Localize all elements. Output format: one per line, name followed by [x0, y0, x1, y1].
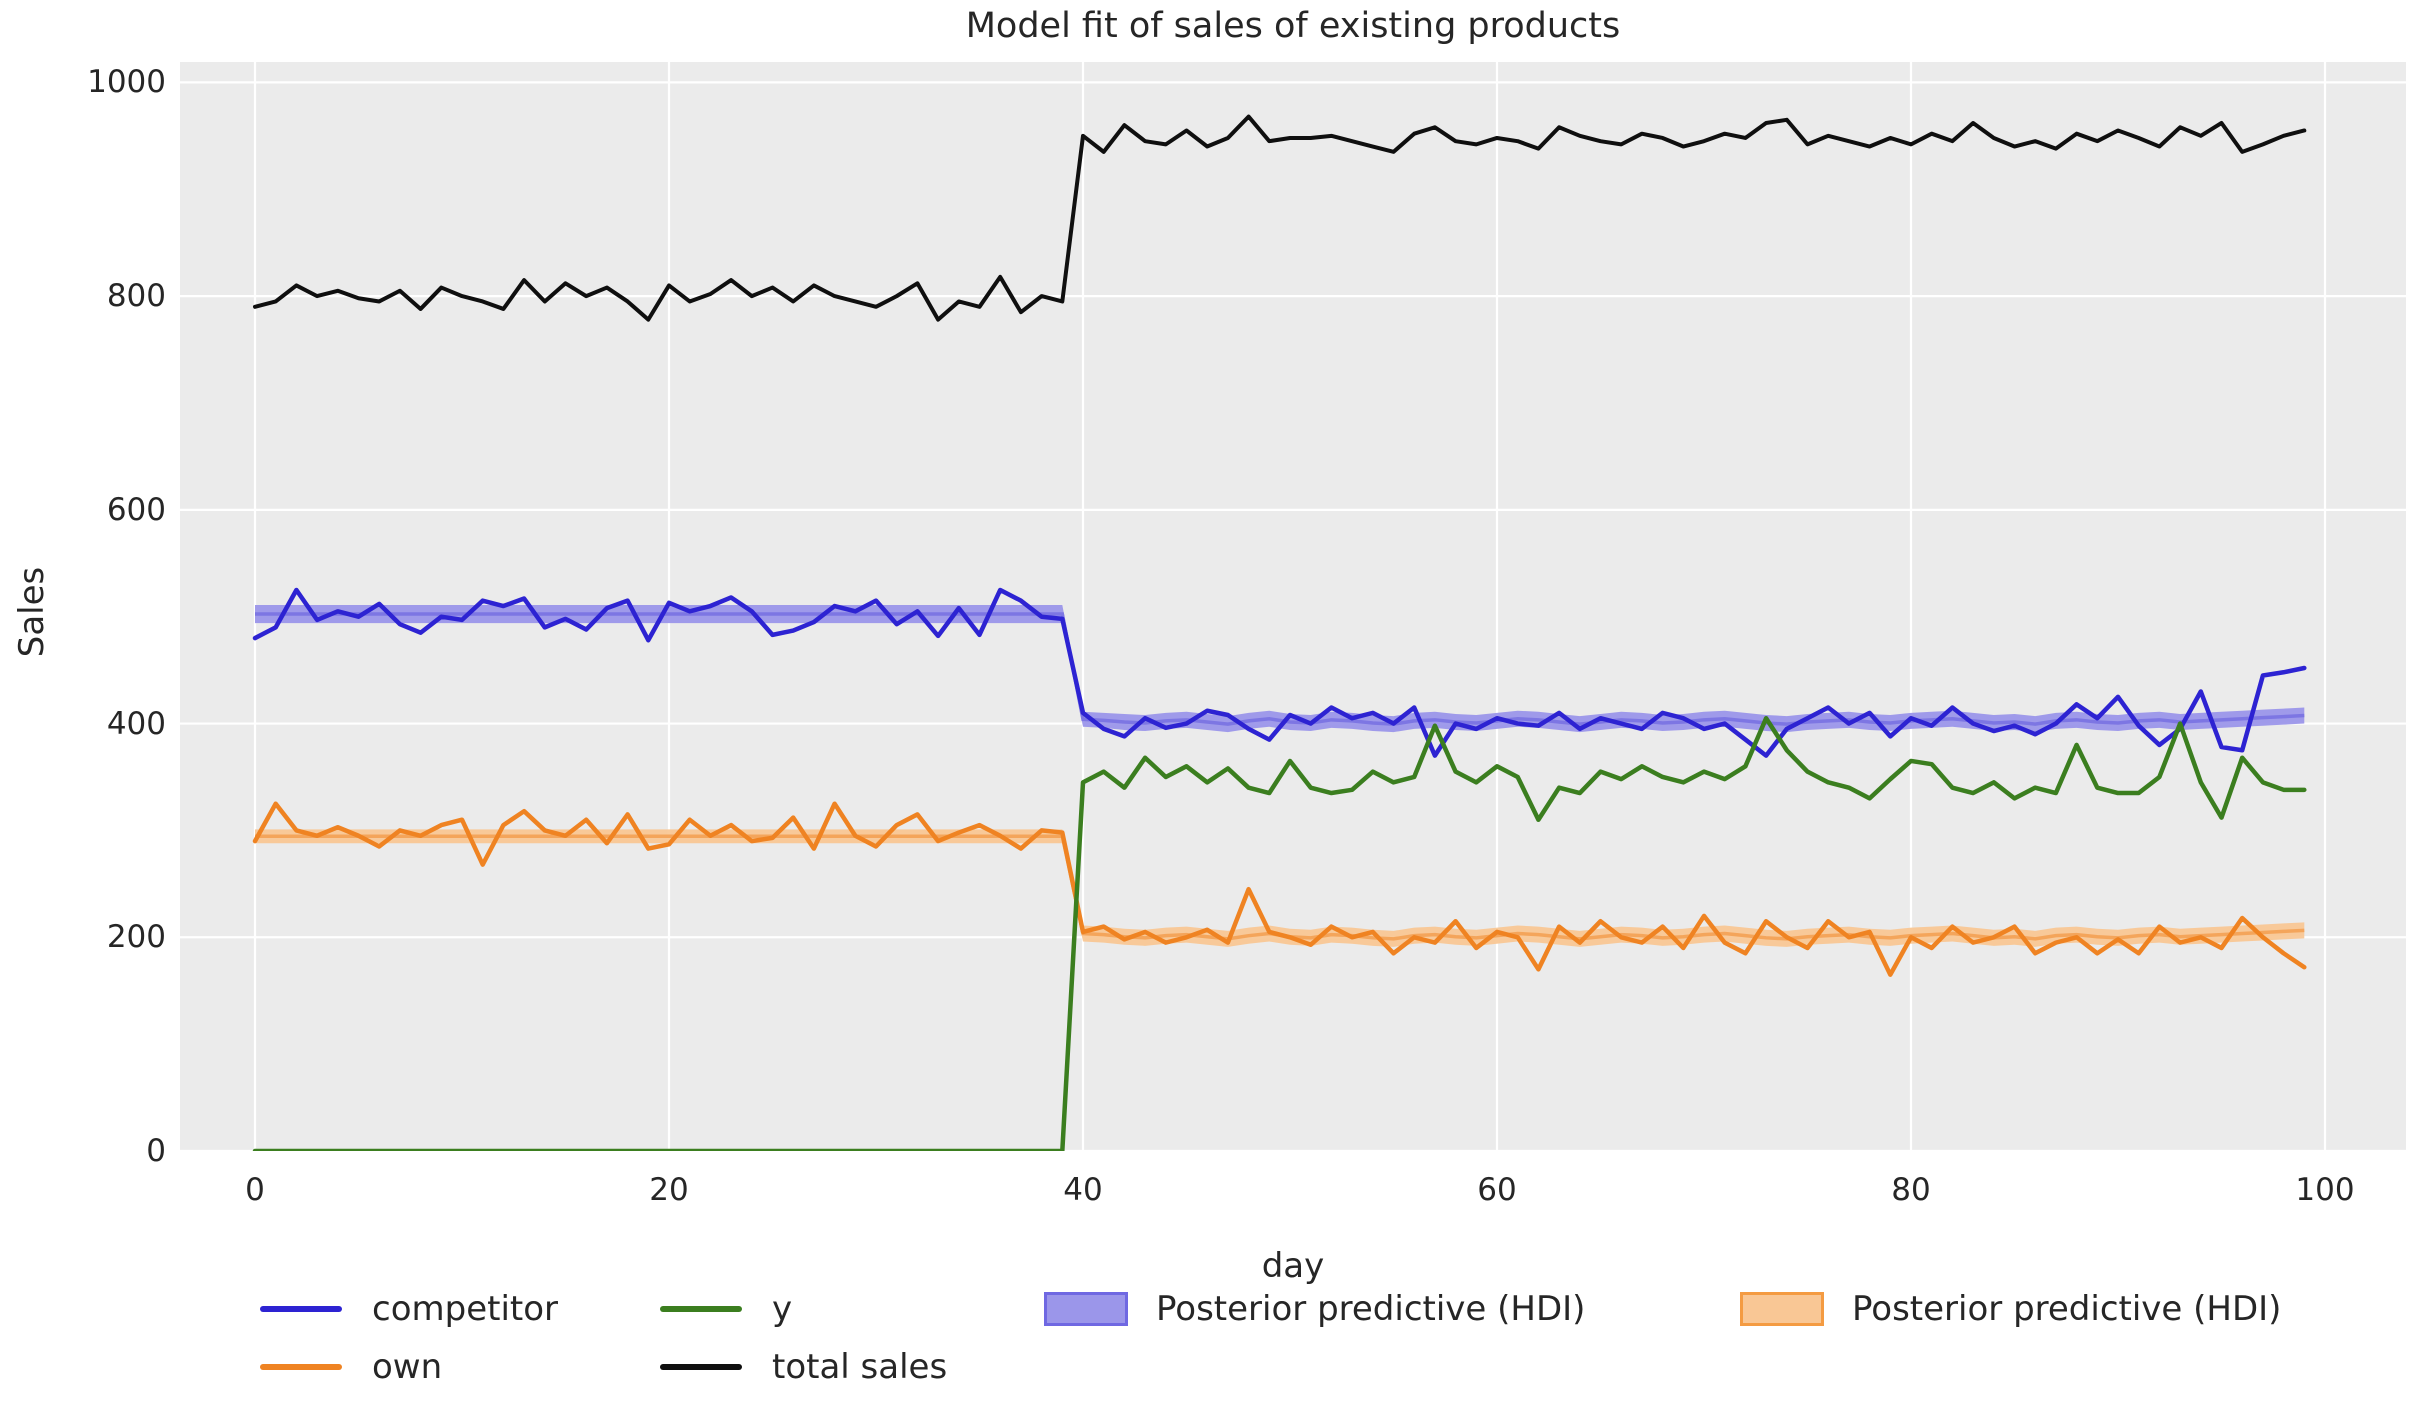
- x-tick-100: 100: [2295, 1172, 2355, 1208]
- legend-label: Posterior predictive (HDI): [1852, 1289, 2282, 1329]
- series-line-y: [252, 715, 2307, 1151]
- legend-line-swatch: [660, 1364, 742, 1370]
- legend-patch-swatch: [1044, 1292, 1128, 1326]
- legend-line-swatch: [260, 1364, 342, 1370]
- y-tick-1000: 1000: [87, 64, 166, 101]
- x-axis-label: day: [1261, 1246, 1325, 1286]
- x-tick-20: 20: [649, 1172, 689, 1208]
- x-tick-40: 40: [1063, 1172, 1103, 1208]
- legend-label: total sales: [772, 1347, 948, 1387]
- legend-label: competitor: [372, 1289, 559, 1329]
- hdi-mid-line-0: [255, 612, 2305, 726]
- legend-line-swatch: [260, 1306, 342, 1312]
- series-line-total-sales: [253, 114, 2307, 322]
- series-line-own: [252, 801, 2307, 977]
- x-tick-60: 60: [1477, 1172, 1517, 1208]
- y-tick-600: 600: [106, 491, 166, 528]
- y-tick-0: 0: [146, 1133, 166, 1169]
- y-tick-200: 200: [106, 919, 166, 956]
- legend-label: Posterior predictive (HDI): [1156, 1289, 1586, 1329]
- y-tick-800: 800: [106, 278, 166, 315]
- legend-line-swatch: [660, 1306, 742, 1312]
- legend-label: own: [372, 1347, 443, 1387]
- x-tick-80: 80: [1891, 1172, 1931, 1208]
- legend-label: y: [772, 1289, 793, 1329]
- y-tick-400: 400: [106, 705, 166, 742]
- x-tick-0: 0: [245, 1172, 265, 1208]
- chart-title: Model fit of sales of existing products: [965, 6, 1621, 46]
- legend-patch-swatch: [1740, 1292, 1824, 1326]
- series-line-competitor: [252, 587, 2307, 758]
- y-axis-label: Sales: [12, 566, 52, 658]
